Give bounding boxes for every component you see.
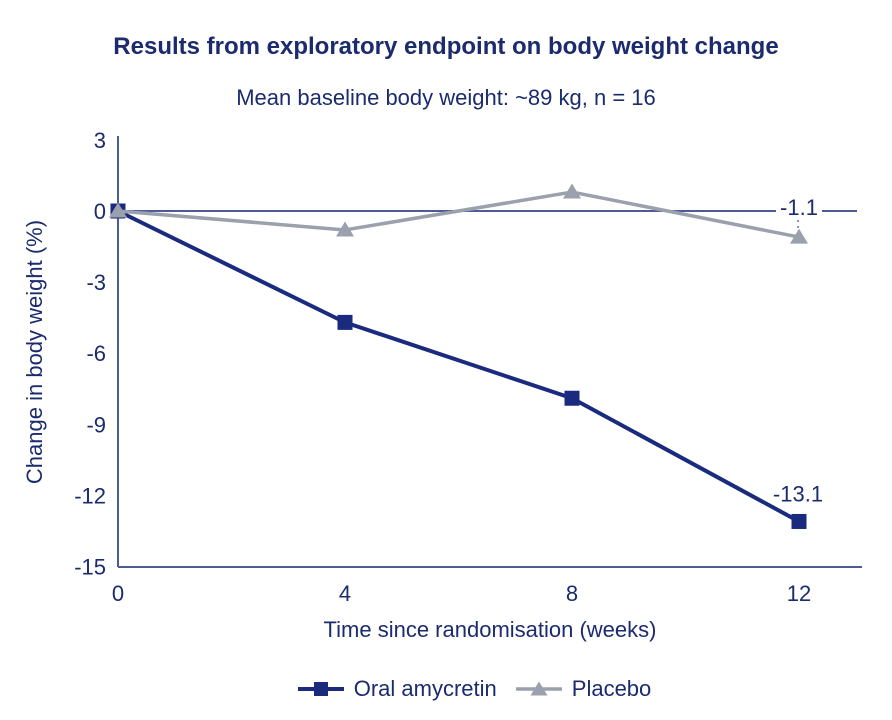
data-label-placebo: -1.1 xyxy=(780,195,818,220)
x-tick-label-0: 0 xyxy=(112,581,124,606)
chart-title: Results from exploratory endpoint on bod… xyxy=(113,33,779,60)
x-axis-title: Time since randomisation (weeks) xyxy=(324,617,657,642)
y-tick-label-3: 3 xyxy=(94,128,106,153)
placebo-triangle-marker xyxy=(563,183,581,199)
y-tick-label--9: -9 xyxy=(86,412,106,437)
y-tick-label--12: -12 xyxy=(74,483,106,508)
y-tick-label--6: -6 xyxy=(86,341,106,366)
x-tick-label-8: 8 xyxy=(566,581,578,606)
placebo-triangle-marker xyxy=(336,221,354,237)
x-tick-label-4: 4 xyxy=(339,581,351,606)
placebo-triangle-legend-icon xyxy=(515,681,562,696)
chart-subtitle: Mean baseline body weight: ~89 kg, n = 1… xyxy=(236,85,656,110)
oral-amycretin-square-marker xyxy=(337,314,353,330)
legend-item-placebo: Placebo xyxy=(515,676,652,702)
oral-amycretin-square-legend-icon xyxy=(297,682,344,696)
y-tick-label--3: -3 xyxy=(86,270,106,295)
x-tick-label-12: 12 xyxy=(787,581,811,606)
y-tick-label-0: 0 xyxy=(94,199,106,224)
legend-item-oral-amycretin: Oral amycretin xyxy=(297,676,497,702)
y-tick-label--15: -15 xyxy=(74,555,106,580)
series-line-oral-amycretin xyxy=(117,209,800,524)
legend-label-oral-amycretin: Oral amycretin xyxy=(353,676,497,701)
y-axis-title: Change in body weight (%) xyxy=(22,220,47,484)
oral-amycretin-square-marker xyxy=(564,390,580,406)
chart-legend: Oral amycretin Placebo xyxy=(56,672,892,706)
placebo-triangle-marker xyxy=(790,228,808,244)
data-label-oral-amycretin: -13.1 xyxy=(773,481,823,506)
oral-amycretin-square-marker xyxy=(791,513,807,529)
series-line-placebo xyxy=(117,190,800,239)
legend-label-placebo: Placebo xyxy=(571,676,652,701)
placebo-triangle-marker xyxy=(109,202,127,218)
data-label-bg-placebo xyxy=(776,196,822,220)
